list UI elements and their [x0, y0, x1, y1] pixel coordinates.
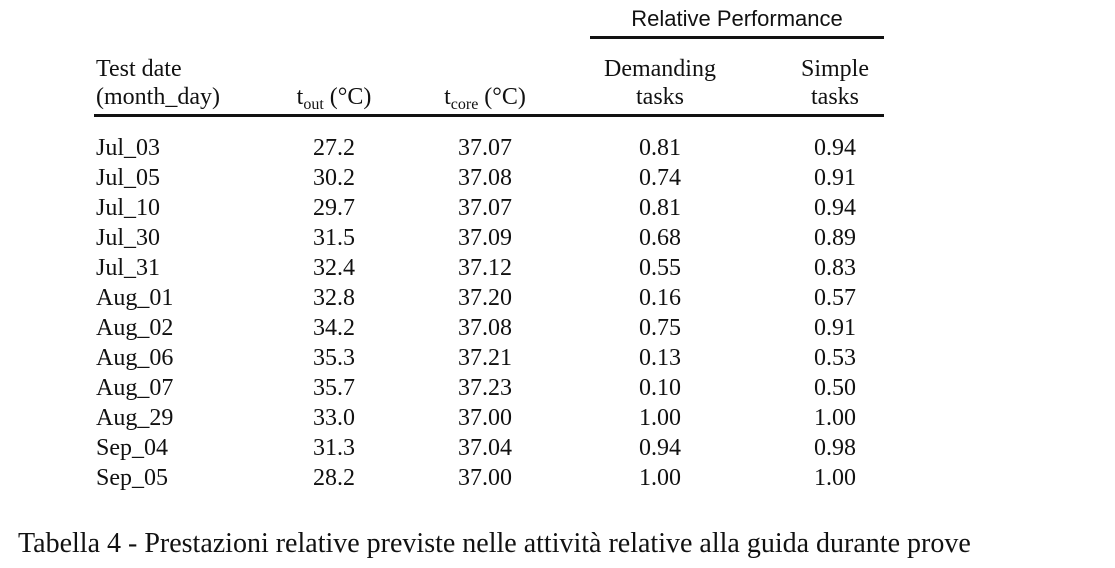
cell-test-date: Aug_29: [96, 405, 174, 431]
table-row: Aug_29 33.0 37.00 1.00 1.00: [0, 403, 1115, 433]
header-simple-tasks: Simple tasks: [775, 55, 895, 111]
table-row: Aug_07 35.7 37.23 0.10 0.50: [0, 373, 1115, 403]
group-header-rule: [590, 36, 884, 39]
table-row: Sep_05 28.2 37.00 1.00 1.00: [0, 463, 1115, 493]
cell-demanding-tasks: 0.10: [639, 375, 681, 401]
cell-demanding-tasks: 0.74: [639, 165, 681, 191]
cell-tout: 35.7: [313, 375, 355, 401]
header-test-date-line2: (month_day): [96, 84, 220, 110]
header-test-date-line1: Test date: [96, 56, 182, 82]
cell-tout: 32.4: [313, 255, 355, 281]
header-tout-base: t: [296, 84, 304, 110]
cell-simple-tasks: 1.00: [814, 465, 856, 491]
cell-test-date: Aug_06: [96, 345, 174, 371]
header-tout: tout (°C): [284, 83, 384, 113]
table-row: Jul_30 31.5 37.09 0.68 0.89: [0, 223, 1115, 253]
cell-tcore: 37.08: [458, 165, 512, 191]
cell-demanding-tasks: 0.55: [639, 255, 681, 281]
cell-simple-tasks: 1.00: [814, 405, 856, 431]
header-tout-unit: (°C): [323, 84, 372, 110]
cell-test-date: Aug_07: [96, 375, 174, 401]
cell-test-date: Jul_05: [96, 165, 161, 191]
header-simple-line1: Simple: [800, 56, 869, 82]
header-simple-line2: tasks: [811, 84, 859, 110]
header-tcore-unit: (°C): [478, 84, 526, 110]
cell-tout: 31.5: [313, 225, 355, 251]
header-tcore-sub: core: [450, 96, 479, 113]
cell-test-date: Aug_02: [96, 315, 174, 341]
header-tcore: tcore (°C): [425, 83, 545, 113]
cell-tout: 28.2: [313, 465, 355, 491]
cell-simple-tasks: 0.91: [814, 165, 856, 191]
cell-demanding-tasks: 0.75: [639, 315, 681, 341]
header-demanding-line1: Demanding: [604, 56, 716, 82]
cell-simple-tasks: 0.57: [814, 285, 856, 311]
cell-simple-tasks: 0.83: [814, 255, 856, 281]
table-row: Jul_03 27.2 37.07 0.81 0.94: [0, 133, 1115, 163]
cell-tout: 32.8: [313, 285, 355, 311]
cell-tcore: 37.08: [458, 315, 512, 341]
cell-tcore: 37.00: [458, 405, 512, 431]
cell-tout: 33.0: [313, 405, 355, 431]
cell-simple-tasks: 0.94: [814, 135, 856, 161]
cell-tcore: 37.20: [458, 285, 512, 311]
cell-demanding-tasks: 0.94: [639, 435, 681, 461]
header-demanding-line2: tasks: [636, 84, 684, 110]
header-rule: [94, 114, 884, 117]
table-row: Jul_05 30.2 37.08 0.74 0.91: [0, 163, 1115, 193]
table-row: Jul_10 29.7 37.07 0.81 0.94: [0, 193, 1115, 223]
cell-tcore: 37.23: [458, 375, 512, 401]
cell-demanding-tasks: 0.13: [639, 345, 681, 371]
cell-tcore: 37.04: [458, 435, 512, 461]
cell-tout: 30.2: [313, 165, 355, 191]
table-caption: Tabella 4 - Prestazioni relative previst…: [18, 528, 971, 559]
cell-demanding-tasks: 0.68: [639, 225, 681, 251]
header-tout-sub: out: [303, 96, 324, 113]
cell-tout: 29.7: [313, 195, 355, 221]
cell-test-date: Jul_03: [96, 135, 161, 161]
cell-test-date: Sep_04: [96, 435, 168, 461]
cell-demanding-tasks: 0.81: [639, 195, 681, 221]
cell-demanding-tasks: 0.81: [639, 135, 681, 161]
cell-simple-tasks: 0.94: [814, 195, 856, 221]
cell-simple-tasks: 0.53: [814, 345, 856, 371]
table-row: Jul_31 32.4 37.12 0.55 0.83: [0, 253, 1115, 283]
cell-test-date: Aug_01: [96, 285, 174, 311]
cell-demanding-tasks: 1.00: [639, 405, 681, 431]
cell-tcore: 37.00: [458, 465, 512, 491]
cell-demanding-tasks: 0.16: [639, 285, 681, 311]
cell-tcore: 37.21: [458, 345, 512, 371]
table-body: Jul_03 27.2 37.07 0.81 0.94 Jul_05 30.2 37.08 0.…: [0, 133, 1115, 493]
cell-tout: 34.2: [313, 315, 355, 341]
cell-simple-tasks: 0.89: [814, 225, 856, 251]
header-tcore-base: t: [444, 84, 451, 110]
table-row: Sep_04 31.3 37.04 0.94 0.98: [0, 433, 1115, 463]
cell-tcore: 37.12: [458, 255, 512, 281]
cell-tout: 31.3: [313, 435, 355, 461]
cell-test-date: Sep_05: [96, 465, 168, 491]
cell-demanding-tasks: 1.00: [639, 465, 681, 491]
cell-tout: 27.2: [313, 135, 355, 161]
cell-test-date: Jul_10: [96, 195, 161, 221]
cell-test-date: Jul_30: [96, 225, 161, 251]
cell-tout: 35.3: [313, 345, 355, 371]
table-row: Aug_01 32.8 37.20 0.16 0.57: [0, 283, 1115, 313]
table-row: Aug_02 34.2 37.08 0.75 0.91: [0, 313, 1115, 343]
cell-tcore: 37.07: [458, 135, 512, 161]
cell-simple-tasks: 0.50: [814, 375, 856, 401]
table-row: Aug_06 35.3 37.21 0.13 0.53: [0, 343, 1115, 373]
header-demanding-tasks: Demanding tasks: [590, 55, 730, 111]
cell-tcore: 37.07: [458, 195, 512, 221]
cell-simple-tasks: 0.98: [814, 435, 856, 461]
cell-tcore: 37.09: [458, 225, 512, 251]
cell-test-date: Jul_31: [96, 255, 161, 281]
cell-simple-tasks: 0.91: [814, 315, 856, 341]
header-test-date: Test date (month_day): [96, 55, 220, 111]
relative-performance-header: Relative Performance: [631, 6, 843, 31]
